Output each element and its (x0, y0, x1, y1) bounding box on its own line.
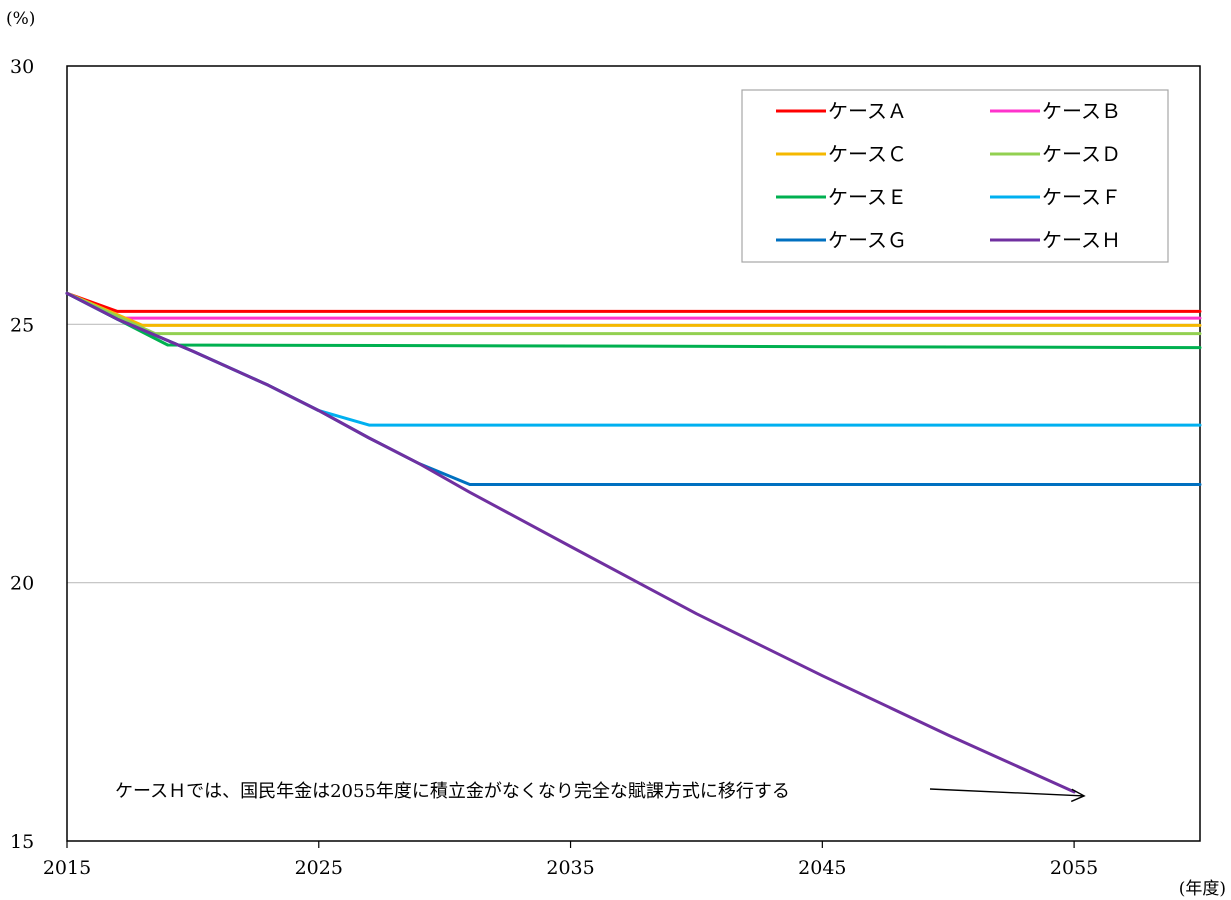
x-tick-label: 2025 (295, 857, 343, 879)
y-tick-label: 15 (10, 831, 34, 853)
legend-label: ケースＢ (1042, 99, 1121, 123)
series-line (65, 291, 1202, 320)
y-tick-label: 20 (10, 573, 34, 595)
legend-label: ケースＡ (828, 99, 907, 123)
annotation-arrowhead (1070, 788, 1086, 803)
legend-box (741, 89, 1169, 263)
series-line (65, 291, 1202, 486)
x-tick-label: 2015 (43, 857, 91, 879)
series-line (65, 291, 1202, 313)
series-line (65, 291, 1202, 427)
legend-label: ケースＧ (828, 228, 907, 252)
legend-label: ケースＨ (1042, 228, 1121, 252)
x-tick-label: 2035 (546, 857, 594, 879)
series-line (65, 291, 1202, 350)
series-line (65, 291, 1202, 336)
legend-label: ケースＦ (1042, 185, 1121, 209)
y-axis-label: (%) (6, 9, 35, 29)
x-axis-label: (年度) (1179, 879, 1226, 899)
legend-label: ケースＣ (828, 142, 907, 166)
y-tick-label: 30 (10, 56, 34, 78)
x-tick-label: 2055 (1050, 857, 1098, 879)
y-tick-label: 25 (10, 314, 34, 336)
series-line (65, 291, 1076, 794)
plot-frame (66, 65, 1201, 842)
x-tick-label: 2045 (798, 857, 846, 879)
legend-label: ケースＤ (1042, 142, 1121, 166)
legend-label: ケースＥ (828, 185, 907, 209)
annotation-text: ケースＨでは、国民年金は2055年度に積立金がなくなり完全な賦課方式に移行する (115, 781, 790, 802)
series-line (65, 291, 1202, 327)
annotation-arrow (929, 788, 1085, 797)
